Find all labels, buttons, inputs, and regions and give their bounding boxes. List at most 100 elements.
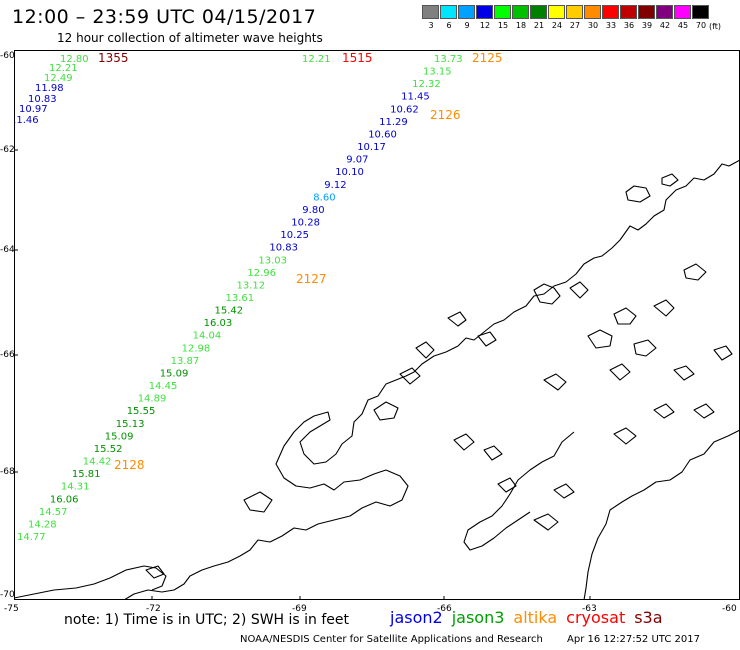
swh-value: 10.25 bbox=[280, 230, 309, 241]
swh-value: 12.21 bbox=[49, 63, 78, 74]
swh-value: 15.09 bbox=[105, 431, 134, 442]
swh-value: 15.81 bbox=[72, 469, 101, 480]
swh-value: 13.73 bbox=[434, 54, 463, 65]
scale-label: 36 bbox=[623, 21, 635, 30]
swh-value: 15.52 bbox=[94, 444, 123, 455]
scale-swatch bbox=[476, 5, 493, 19]
scale-swatch bbox=[638, 5, 655, 19]
bay-coast bbox=[14, 565, 167, 599]
swh-value: 14.89 bbox=[138, 394, 167, 405]
legend-s3a: s3a bbox=[634, 608, 663, 627]
scale-bin: 42 bbox=[656, 5, 674, 30]
swh-value: 9.80 bbox=[302, 205, 324, 216]
island-23 bbox=[653, 403, 675, 419]
scale-swatch bbox=[602, 5, 619, 19]
legend-jason3: jason3 bbox=[451, 608, 505, 627]
swh-value: 15.42 bbox=[215, 306, 244, 317]
scale-bin: 12 bbox=[476, 5, 494, 30]
swh-value: 11.46 bbox=[14, 115, 39, 126]
swh-value: 11.45 bbox=[401, 92, 430, 103]
swh-value: 13.87 bbox=[171, 356, 200, 367]
scale-swatch bbox=[530, 5, 547, 19]
satellite-legend: jason2 jason3 altika cryosat s3a bbox=[390, 608, 663, 627]
scale-label: 18 bbox=[515, 21, 527, 30]
island-11 bbox=[543, 373, 567, 391]
island-15 bbox=[373, 401, 399, 421]
scale-swatch bbox=[584, 5, 601, 19]
scale-swatch bbox=[440, 5, 457, 19]
scale-swatch bbox=[566, 5, 583, 19]
lon-label-75: -75 bbox=[4, 604, 19, 614]
island-6 bbox=[613, 307, 637, 325]
scale-swatch bbox=[656, 5, 673, 19]
swh-value: 14.04 bbox=[193, 331, 222, 342]
swh-value: 12.49 bbox=[44, 73, 73, 84]
lon-label-63: -63 bbox=[582, 604, 597, 614]
lat-label-62: -62 bbox=[0, 145, 15, 155]
island-1 bbox=[625, 185, 651, 203]
island-13 bbox=[447, 311, 467, 327]
credit-line: NOAA/NESDIS Center for Satellite Applica… bbox=[240, 634, 543, 645]
swh-value: 12.96 bbox=[247, 268, 276, 279]
lon-label-66: -66 bbox=[437, 604, 452, 614]
coastline bbox=[14, 159, 740, 600]
swh-value: 15.09 bbox=[160, 369, 189, 380]
swh-value: 13.03 bbox=[258, 255, 287, 266]
swh-value: 10.60 bbox=[368, 130, 397, 141]
island-3 bbox=[533, 283, 561, 305]
scale-swatch bbox=[494, 5, 511, 19]
scale-label: 30 bbox=[587, 21, 599, 30]
time-label: 1515 bbox=[342, 51, 373, 65]
map-title: 12:00 – 23:59 UTC 04/15/2017 bbox=[12, 6, 317, 28]
swh-value: 10.83 bbox=[28, 94, 57, 105]
swh-value: 14.31 bbox=[61, 482, 90, 493]
swh-value: 14.28 bbox=[28, 519, 57, 530]
scale-label: 42 bbox=[659, 21, 671, 30]
island-28 bbox=[145, 565, 165, 579]
time-label: 2125 bbox=[472, 51, 503, 65]
island-9 bbox=[683, 263, 707, 281]
lat-label-70: -70 bbox=[0, 590, 15, 600]
scale-bin: 70 bbox=[692, 5, 710, 30]
scale-swatch bbox=[620, 5, 637, 19]
scale-bin: 3 bbox=[422, 5, 440, 30]
swh-value: 14.45 bbox=[149, 381, 178, 392]
scale-label: 45 bbox=[677, 21, 689, 30]
scale-unit: (ft) bbox=[709, 22, 722, 31]
island-18 bbox=[483, 445, 503, 461]
island-26 bbox=[713, 345, 733, 361]
swh-value: 16.06 bbox=[50, 494, 79, 505]
swh-value: 10.17 bbox=[357, 142, 386, 153]
scale-label: 70 bbox=[695, 21, 707, 30]
swh-value: 13.12 bbox=[237, 280, 266, 291]
swh-value: 15.55 bbox=[127, 406, 156, 417]
scale-bin: 6 bbox=[440, 5, 458, 30]
map-subtitle: 12 hour collection of altimeter wave hei… bbox=[57, 31, 323, 45]
island-4 bbox=[569, 281, 589, 299]
scale-label: 12 bbox=[479, 21, 491, 30]
island-22 bbox=[613, 427, 637, 445]
island-19 bbox=[497, 477, 517, 493]
swh-value: 10.97 bbox=[19, 104, 48, 115]
swh-value: 10.10 bbox=[335, 167, 364, 178]
lon-label-60: -60 bbox=[722, 604, 737, 614]
lat-label-60: -60 bbox=[0, 51, 15, 61]
island-10 bbox=[609, 363, 631, 381]
swh-value: 10.62 bbox=[390, 104, 419, 115]
scale-bin: 33 bbox=[602, 5, 620, 30]
scale-label: 27 bbox=[569, 21, 581, 30]
scale-label: 15 bbox=[497, 21, 509, 30]
map-panel: 12.8012.2112.4911.9810.8310.9711.4613551… bbox=[14, 50, 740, 600]
island-12 bbox=[415, 341, 435, 359]
time-label: 2127 bbox=[296, 272, 327, 286]
swh-value: 11.98 bbox=[35, 83, 64, 94]
lat-label-64: -64 bbox=[0, 245, 15, 255]
scale-bin: 27 bbox=[566, 5, 584, 30]
island-2 bbox=[661, 173, 679, 187]
scale-label: 33 bbox=[605, 21, 617, 30]
swh-value: 9.07 bbox=[346, 155, 368, 166]
scale-label: 24 bbox=[551, 21, 563, 30]
island-7 bbox=[633, 339, 657, 357]
tick-marks bbox=[14, 50, 591, 600]
scale-bin: 24 bbox=[548, 5, 566, 30]
